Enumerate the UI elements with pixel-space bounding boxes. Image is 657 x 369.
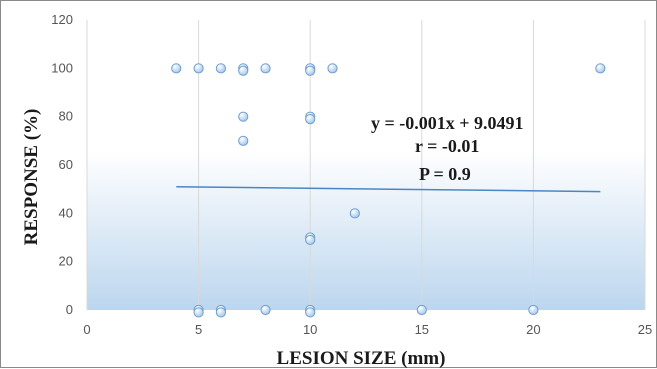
data-point: [193, 63, 204, 74]
data-point: [260, 63, 271, 74]
data-point: [215, 307, 227, 318]
r-annotation: r = -0.01: [415, 136, 479, 156]
data-point: [305, 113, 316, 125]
data-point: [193, 307, 204, 318]
equation-annotation: y = -0.001x + 9.0491: [371, 113, 524, 133]
y-tick-label: 100: [51, 60, 73, 75]
data-point: [238, 111, 249, 122]
data-point: [595, 63, 606, 74]
y-tick-label: 20: [59, 254, 73, 269]
data-point: [260, 304, 271, 316]
data-point: [305, 234, 316, 246]
y-tick-label: 80: [59, 109, 73, 124]
data-point: [349, 208, 360, 219]
x-tick-label: 25: [638, 322, 652, 337]
y-tick-label: 120: [51, 12, 73, 27]
data-point: [238, 135, 249, 146]
y-tick-label: 60: [59, 157, 73, 172]
plot-area: [87, 20, 645, 310]
data-point: [416, 304, 427, 316]
data-point: [305, 307, 316, 318]
p-annotation: P = 0.9: [419, 164, 471, 184]
data-point: [528, 304, 539, 316]
tick-labels: 0 5 10 15 20 25 0 20 40 60 80 100 120: [51, 12, 652, 337]
y-tick-label: 0: [66, 302, 73, 317]
x-axis-title: LESION SIZE (mm): [277, 348, 446, 369]
points-layer: [171, 63, 606, 318]
trendline: [176, 186, 601, 193]
data-point: [238, 65, 249, 76]
y-axis-title: RESPONSE (%): [21, 109, 42, 246]
x-tick-label: 20: [526, 322, 540, 337]
data-point: [171, 63, 182, 74]
x-tick-label: 15: [415, 322, 429, 337]
x-tick-label: 5: [195, 322, 202, 337]
y-tick-label: 40: [59, 205, 73, 220]
x-tick-label: 0: [83, 322, 90, 337]
data-point: [215, 63, 227, 74]
trendline-layer: [176, 186, 601, 193]
x-tick-label: 10: [303, 322, 317, 337]
data-point: [305, 65, 316, 76]
data-point: [327, 63, 338, 74]
